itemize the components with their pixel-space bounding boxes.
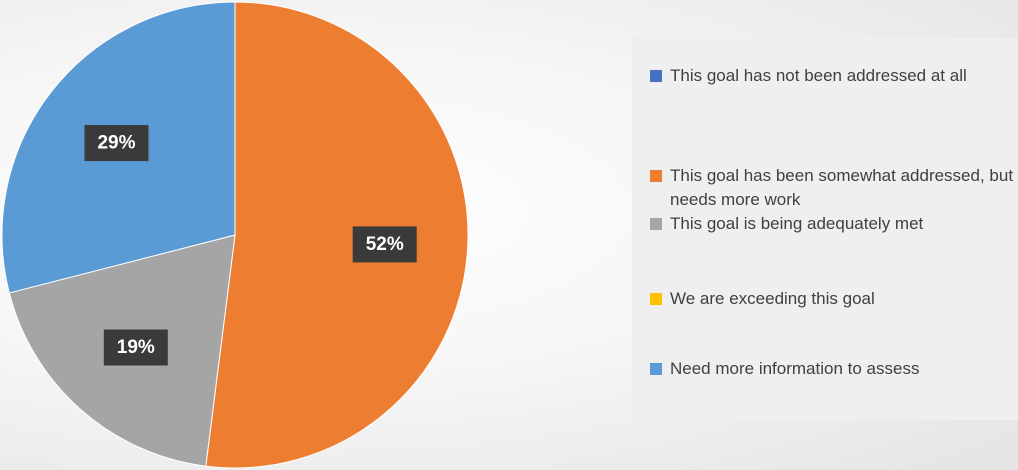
legend-swatch (650, 363, 662, 375)
legend-swatch (650, 170, 662, 182)
legend-swatch (650, 293, 662, 305)
legend-item-somewhat-addressed: This goal has been somewhat addressed, b… (650, 164, 1018, 212)
data-label-box (103, 329, 168, 366)
data-label: 52% (366, 234, 404, 255)
legend-item-not-addressed: This goal has not been addressed at all (650, 64, 1018, 88)
pie-slice-2 (205, 1, 469, 469)
legend-item-adequately-met: This goal is being adequately met (650, 212, 1018, 236)
data-label: 29% (97, 133, 135, 154)
legend-item-need-info: Need more information to assess (650, 357, 1018, 381)
legend-label: This goal is being adequately met (670, 214, 924, 233)
legend-swatch (650, 70, 662, 82)
pie-chart: 52% 19% 29% (1, 1, 469, 469)
data-label: 19% (117, 337, 155, 358)
legend-label: This goal has been somewhat addressed, b… (670, 166, 1014, 209)
legend-label: Need more information to assess (670, 359, 920, 378)
legend-label: This goal has not been addressed at all (670, 66, 967, 85)
legend: This goal has not been addressed at all … (632, 38, 1018, 420)
data-label-box (352, 226, 417, 263)
legend-label: We are exceeding this goal (670, 289, 875, 308)
legend-swatch (650, 218, 662, 230)
legend-item-exceeding: We are exceeding this goal (650, 287, 1018, 311)
data-label-box (84, 125, 149, 162)
pie-data-labels: 52% 19% 29% (84, 125, 417, 366)
